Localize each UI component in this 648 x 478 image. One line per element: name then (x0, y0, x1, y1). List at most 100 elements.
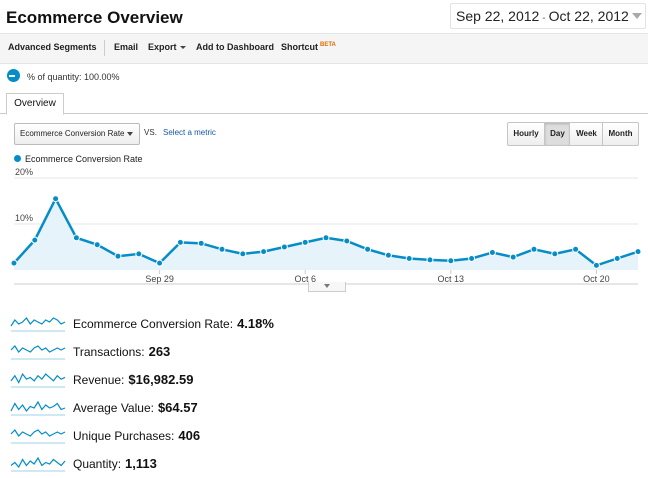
legend-dot-icon (14, 155, 21, 163)
metric-value: 263 (148, 344, 171, 359)
y-tick-label: 20% (15, 167, 33, 177)
data-point (52, 195, 60, 203)
email-button[interactable]: Email (114, 42, 139, 52)
metric-label: Unique Purchases: 406 (73, 428, 200, 443)
metric-value: $16,982.59 (128, 372, 194, 387)
data-point (93, 241, 101, 249)
metric-value: $64.57 (157, 400, 198, 415)
data-point (197, 239, 205, 247)
segment-label: % of quantity: 100.00% (27, 72, 120, 82)
data-point (613, 255, 621, 262)
metric-label: Transactions: 263 (73, 344, 170, 359)
chart-legend: Ecommerce Conversion Rate (14, 154, 143, 164)
week-button[interactable]: Week (569, 123, 603, 145)
sparkline (10, 317, 66, 332)
shortcut-label: Shortcut (281, 42, 318, 52)
metric-value: 4.18% (237, 316, 274, 331)
sparkline (10, 456, 66, 472)
metric-label: Ecommerce Conversion Rate: 4.18% (73, 316, 274, 331)
x-tick-label: Oct 13 (438, 274, 465, 284)
export-button[interactable]: Export (148, 42, 186, 52)
data-point (135, 250, 143, 258)
data-point (634, 248, 642, 256)
data-point (530, 245, 538, 253)
data-point (176, 238, 184, 246)
sparkline-line (10, 372, 66, 384)
toolbar: Advanced Segments Email Export Add to Da… (0, 33, 648, 64)
export-label: Export (148, 42, 177, 52)
toolbar-divider (104, 40, 105, 56)
metric-row[interactable]: Revenue: $16,982.59 (0, 366, 648, 394)
metric-label: Revenue: $16,982.59 (73, 372, 193, 387)
tab-overview[interactable]: Overview (6, 93, 64, 115)
advanced-segments-button[interactable]: Advanced Segments (8, 42, 97, 52)
chevron-down-icon (632, 13, 642, 19)
metric-name: Revenue: (73, 373, 125, 387)
shortcut-button[interactable]: Shortcut BETA (281, 42, 336, 52)
sparkline (10, 400, 66, 416)
sparkline (10, 429, 66, 444)
metric-name: Transactions: (73, 345, 145, 359)
collapse-chart-toggle[interactable] (308, 282, 346, 292)
metric-label: Average Value: $64.57 (73, 400, 198, 415)
page-title: Ecommerce Overview (6, 8, 183, 27)
data-point (218, 245, 226, 253)
x-tick-label: Sep 29 (145, 274, 174, 284)
y-tick-label: 10% (15, 213, 33, 223)
legend-label: Ecommerce Conversion Rate (25, 154, 143, 164)
sparkline (10, 372, 66, 388)
date-range-picker[interactable]: Sep 22, 2012- Oct 22, 2012 (450, 3, 646, 29)
date-separator: - (542, 13, 546, 24)
select-metric-link[interactable]: Select a metric (163, 128, 216, 137)
data-point (447, 257, 455, 265)
tab-divider (0, 113, 648, 114)
sparkline-line (10, 429, 66, 437)
data-point (488, 249, 496, 257)
data-point (280, 243, 288, 251)
data-point (572, 245, 580, 253)
metric-row[interactable]: Unique Purchases: 406 (0, 422, 648, 450)
data-point (322, 234, 330, 242)
metric-value: 1,113 (125, 456, 157, 471)
data-point (72, 234, 80, 242)
data-point (592, 261, 600, 269)
add-to-dashboard-button[interactable]: Add to Dashboard (196, 42, 274, 52)
data-point (10, 259, 18, 267)
date-start: Sep 22, 2012 (456, 8, 540, 24)
series-area (14, 198, 638, 270)
data-point (301, 238, 309, 246)
data-point (239, 250, 247, 258)
data-point (426, 256, 434, 264)
data-point (509, 253, 517, 261)
metric-row[interactable]: Quantity: 1,113 (0, 450, 648, 478)
metric-label: Quantity: 1,113 (73, 456, 157, 471)
metric-select-value: Ecommerce Conversion Rate (20, 129, 125, 138)
metric-value: 406 (178, 428, 201, 443)
metric-row[interactable]: Average Value: $64.57 (0, 394, 648, 422)
granularity-button-group: Hourly Day Week Month (507, 122, 639, 146)
segment-pie-icon (7, 69, 20, 82)
sparkline-line (10, 400, 66, 413)
date-range-text: Sep 22, 2012- Oct 22, 2012 (456, 8, 629, 24)
conversion-rate-chart: 20% 10% Sep 29 Oct 6 Oct 13 Oct 20 (10, 167, 642, 285)
metric-row[interactable]: Ecommerce Conversion Rate: 4.18% (0, 310, 648, 338)
chevron-down-icon (179, 46, 186, 50)
data-point (364, 245, 372, 253)
data-point (260, 248, 268, 256)
data-point (384, 251, 392, 259)
day-button[interactable]: Day (544, 123, 570, 145)
month-button[interactable]: Month (602, 123, 638, 145)
metric-name: Unique Purchases: (73, 429, 175, 443)
metric-name: Ecommerce Conversion Rate: (73, 317, 234, 331)
x-tick-label: Oct 20 (583, 274, 610, 284)
metric-select[interactable]: Ecommerce Conversion Rate (14, 123, 140, 145)
data-point (156, 259, 164, 267)
data-point (114, 252, 122, 260)
vs-label: VS. (144, 128, 157, 137)
date-end: Oct 22, 2012 (548, 8, 629, 24)
hourly-button[interactable]: Hourly (513, 129, 539, 138)
x-tick-label: Oct 6 (294, 274, 316, 284)
metric-name: Quantity: (73, 457, 122, 471)
data-point (405, 255, 413, 262)
metric-row[interactable]: Transactions: 263 (0, 338, 648, 366)
